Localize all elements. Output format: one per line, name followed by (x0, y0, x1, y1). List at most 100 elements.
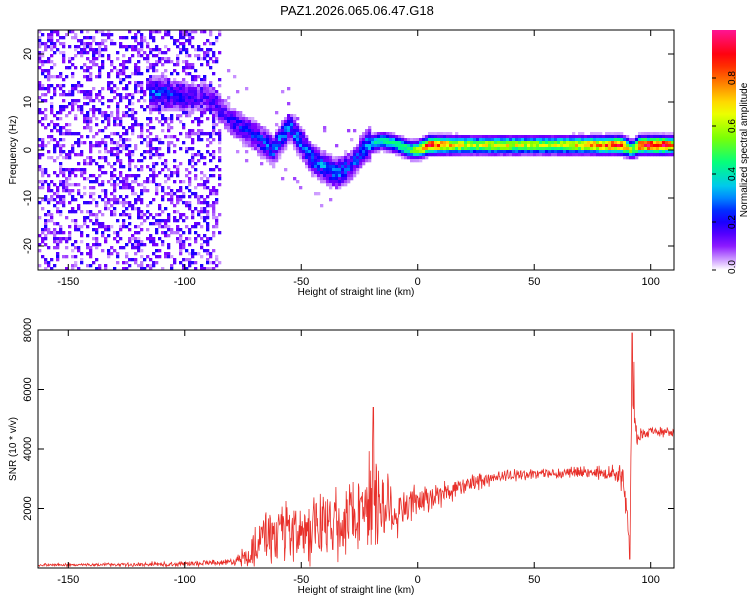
spectrogram-cell (146, 123, 150, 127)
spectrogram-cell (188, 33, 192, 37)
spectrogram-cell (113, 201, 117, 205)
spectrogram-cell (428, 150, 432, 154)
spectrogram-cell (632, 144, 636, 148)
spectrogram-cell (248, 126, 252, 130)
spectrogram-cell (125, 114, 129, 118)
spectrogram-cell (239, 114, 243, 118)
spectrogram-cell (263, 129, 267, 133)
spectrogram-cell (104, 189, 108, 193)
spectrogram-cell (596, 132, 600, 136)
spectrogram-cell (227, 102, 231, 106)
spectrogram-cell (170, 108, 174, 112)
spectrogram-cell (65, 33, 69, 37)
spectrogram-cell (104, 141, 108, 145)
spectrogram-cell (107, 105, 111, 109)
spectrogram-cell (407, 144, 411, 148)
spectrogram-cell (200, 87, 204, 91)
spectrogram-cell (236, 126, 240, 130)
spectrogram-cell (155, 105, 159, 109)
spectrogram-cell (182, 246, 186, 250)
spectrogram-cell (200, 132, 204, 136)
spectrogram-cell (77, 267, 81, 271)
spectrogram-cell (326, 183, 330, 187)
spectrogram-cell (128, 213, 132, 217)
spectrogram-cell (170, 171, 174, 175)
spectrogram-cell (53, 264, 57, 268)
spectrogram-cell (113, 180, 117, 184)
spectrogram-cell (254, 147, 258, 151)
spectrogram-cell (113, 183, 117, 187)
spectrogram-cell (77, 108, 81, 112)
spectrogram-cell (92, 198, 96, 202)
spectrogram-cell (209, 105, 213, 109)
spectrogram-cell (131, 117, 135, 121)
spectrogram-cell (401, 153, 405, 157)
spectrogram-cell (161, 36, 165, 40)
spectrogram-cell (101, 48, 105, 52)
spectrogram-cell (125, 207, 129, 211)
spectrogram-cell (143, 90, 147, 94)
spectrogram-cell (92, 174, 96, 178)
spectrogram-cell (98, 150, 102, 154)
spectrogram-cell (125, 201, 129, 205)
spectrogram-cell (65, 255, 69, 259)
spectrogram-cell (116, 102, 120, 106)
spectrogram-cell (89, 186, 93, 190)
spectrogram-cell (146, 189, 150, 193)
spectrogram-cell (185, 150, 189, 154)
spectrogram-cell (149, 237, 153, 241)
spectrogram-cell (140, 87, 144, 91)
spectrogram-cell (68, 177, 72, 181)
spectrogram-cell (167, 96, 171, 100)
spectrogram-cell (191, 141, 195, 145)
spectrogram-cell (515, 141, 519, 145)
spectrogram-cell (344, 162, 348, 166)
spectrogram-cell (137, 30, 141, 34)
spectrogram-cell (65, 129, 69, 133)
spectrogram-cell (362, 153, 366, 157)
spectrogram-cell (668, 150, 672, 154)
spectrogram-cell (110, 177, 114, 181)
spectrogram-cell (260, 162, 264, 166)
spectrogram-cell (101, 129, 105, 133)
spectrogram-cell (62, 105, 66, 109)
spectrogram-cell (560, 147, 564, 151)
spectrogram-cell (404, 147, 408, 151)
spectrogram-cell (359, 165, 363, 169)
spectrogram-cell (152, 162, 156, 166)
spectrogram-cell (110, 60, 114, 64)
spectrogram-cell (602, 150, 606, 154)
spectrogram-cell (44, 117, 48, 121)
spectrogram-cell (74, 264, 78, 268)
spectrogram-cell (113, 210, 117, 214)
spectrogram-cell (308, 153, 312, 157)
spectrogram-cell (197, 135, 201, 139)
spectrogram-cell (47, 264, 51, 268)
spectrogram-cell (149, 93, 153, 97)
spectrogram-cell (59, 138, 63, 142)
spectrogram-cell (62, 57, 66, 61)
spectrogram-cell (272, 147, 276, 151)
spectrogram-cell (86, 90, 90, 94)
spectrogram-cell (314, 174, 318, 178)
spectrogram-cell (656, 138, 660, 142)
spectrogram-cell (71, 147, 75, 151)
spectrogram-cell (227, 120, 231, 124)
spectrogram-cell (191, 165, 195, 169)
spectrogram-cell (554, 141, 558, 145)
spectrogram-cell (467, 141, 471, 145)
spectrogram-cell (404, 150, 408, 154)
snr-ylabel: SNR (10 * v/v) (8, 417, 19, 481)
spectrogram-cell (188, 237, 192, 241)
spectrogram-cell (80, 135, 84, 139)
spectrogram-cell (455, 144, 459, 148)
colorbar-tick-label: 0.6 (727, 119, 738, 133)
spectrogram-cell (500, 141, 504, 145)
spectrogram-cell (59, 36, 63, 40)
spectrogram-cell (59, 51, 63, 55)
spectrogram-cell (86, 36, 90, 40)
spectrogram-cell (107, 225, 111, 229)
spectrogram-cell (41, 237, 45, 241)
spectrogram-cell (488, 138, 492, 142)
spectrogram-cell (452, 135, 456, 139)
